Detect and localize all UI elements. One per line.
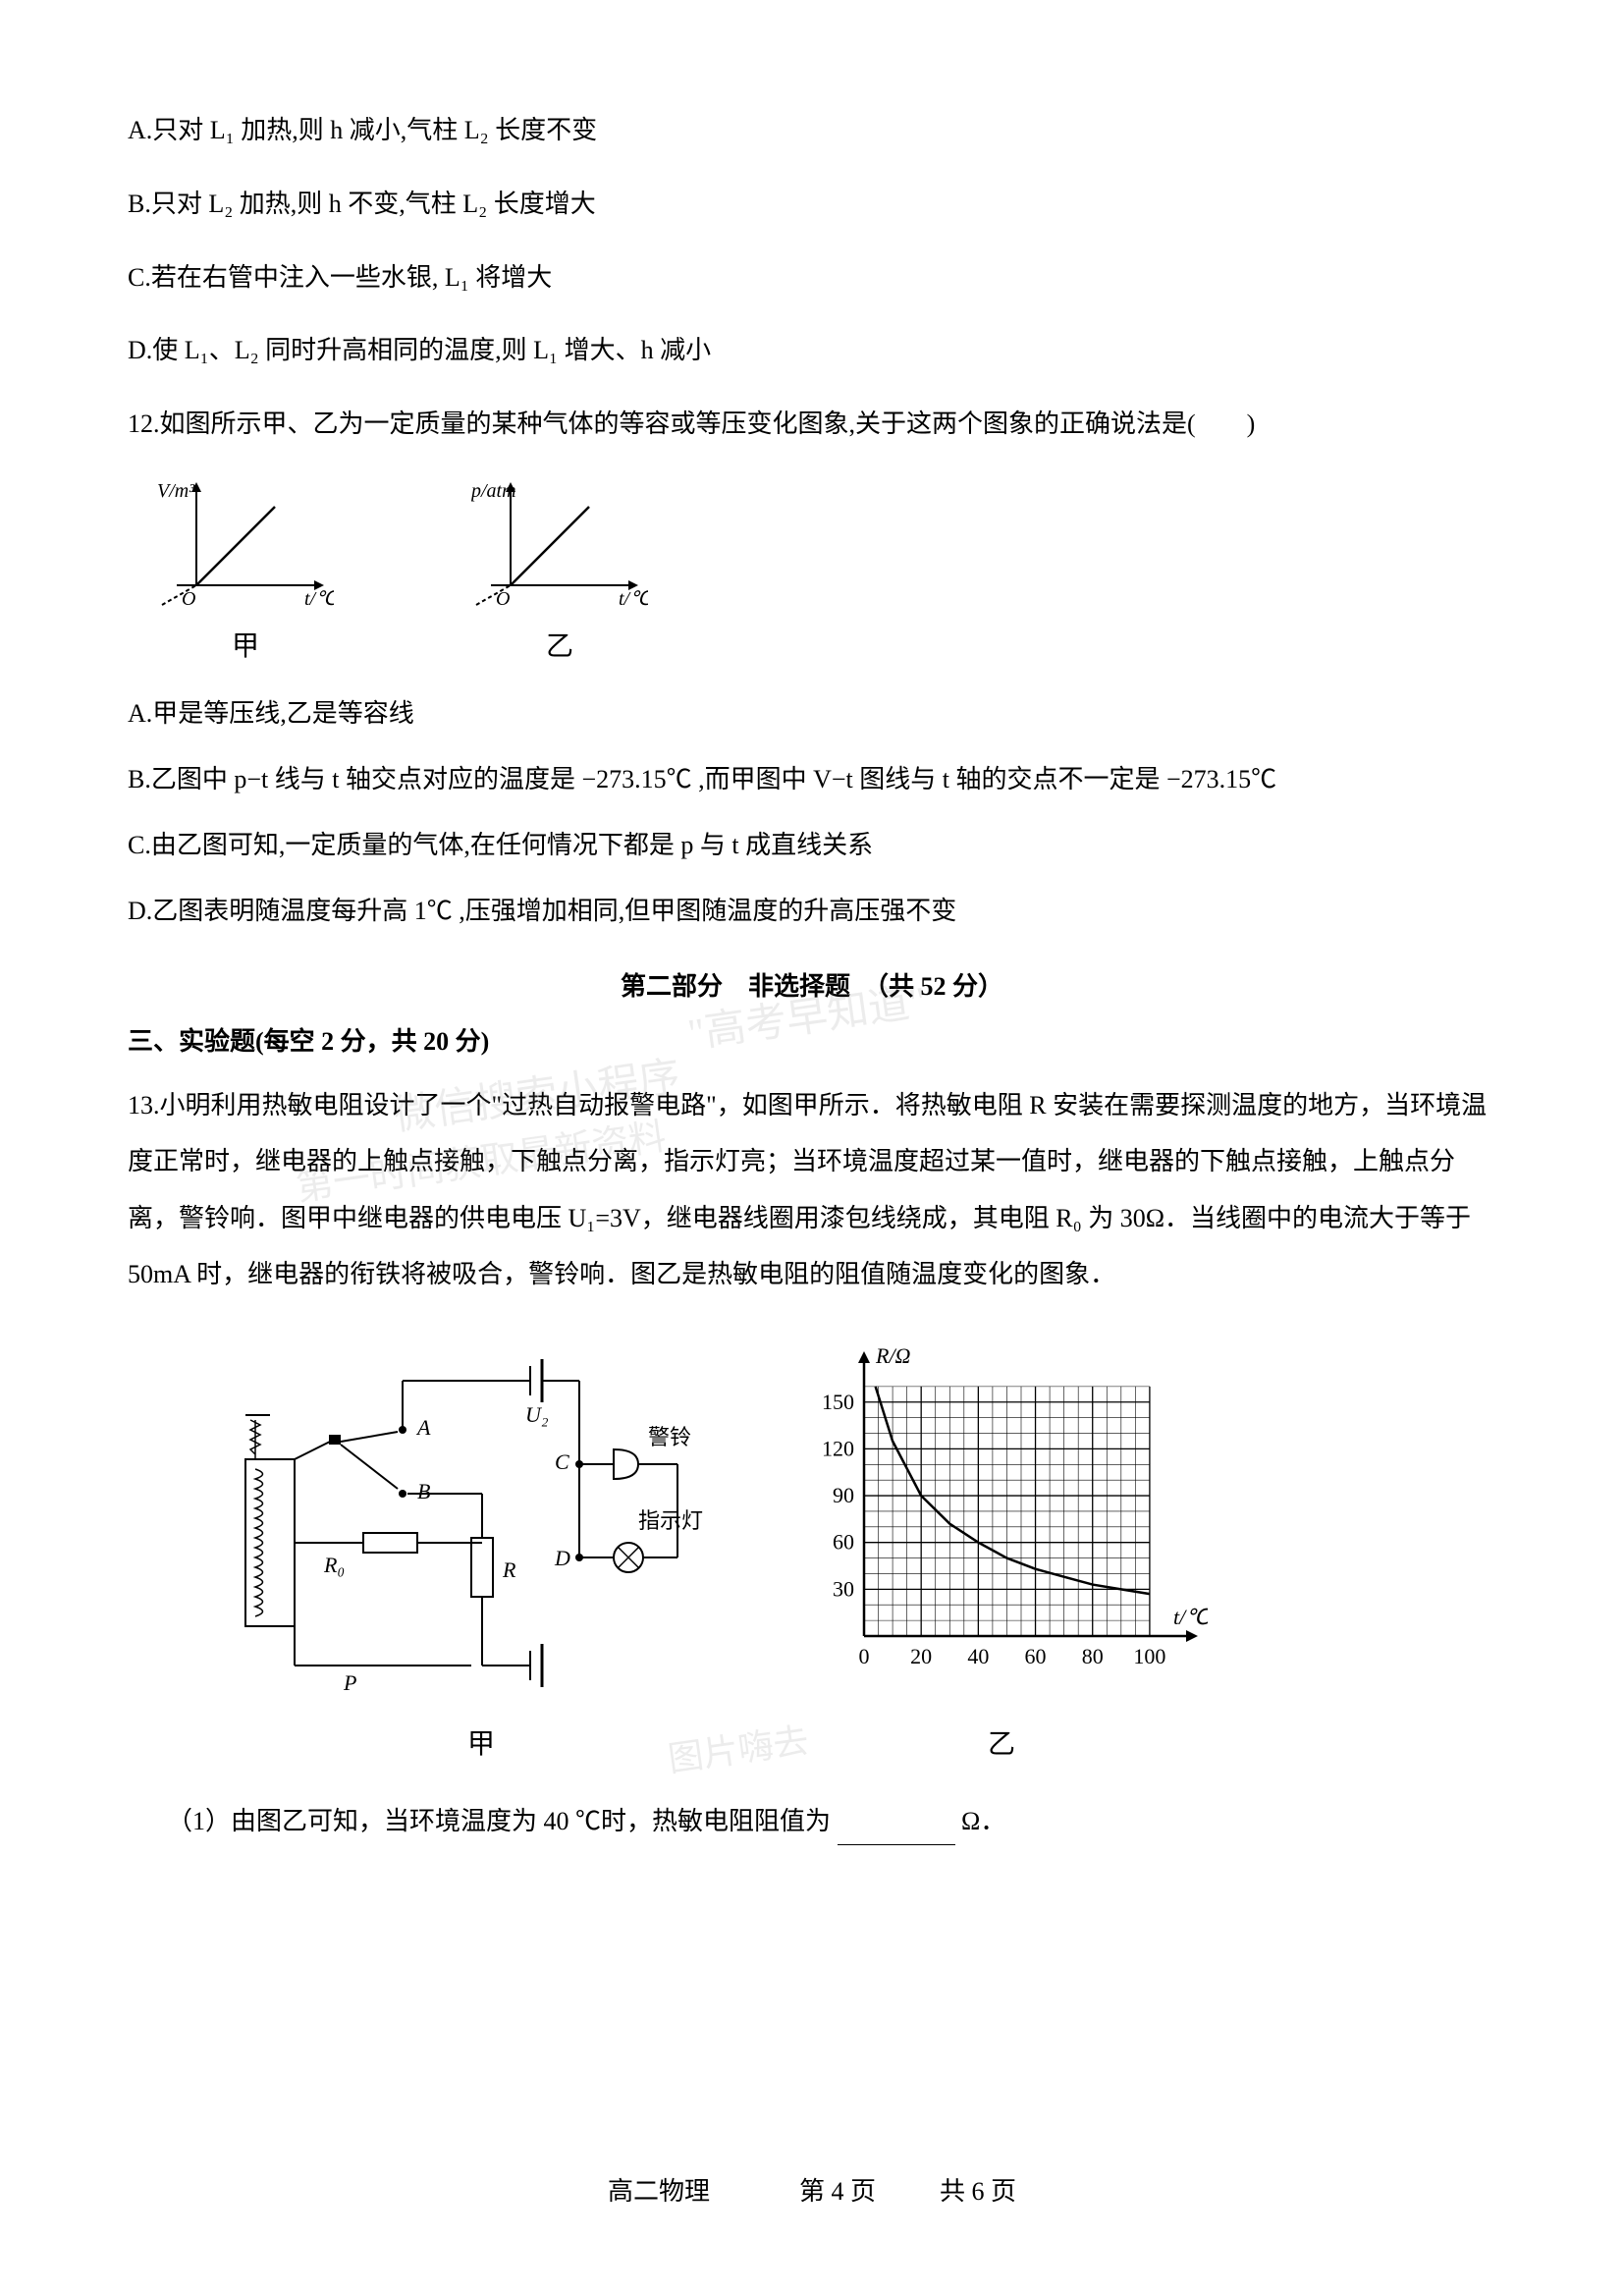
label-lamp: 指示灯 [638,1508,703,1533]
q12-diagrams: V/m³ t/℃ O 甲 p/atm t/℃ O 乙 [157,477,1496,672]
label-R: R [502,1557,516,1582]
pt-graph-icon: p/atm t/℃ O [471,477,648,615]
q12-option-b: B.乙图中 p−t 线与 t 轴交点对应的温度是 −273.15℃ ,而甲图中 … [128,757,1496,803]
svg-text:40: 40 [967,1644,989,1668]
fill-blank[interactable] [838,1815,955,1845]
option-d: D.使 L₁、L₂ 同时升高相同的温度,则 L₁ 增大、h 减小 [128,328,1496,374]
xlabel: t/℃ [304,588,334,610]
q13-sub1-suffix: Ω． [961,1807,1005,1835]
footer-page: 第 4 页 [799,2177,876,2206]
chart-label: 乙 [795,1720,1208,1770]
label-U1: U₁ [520,1690,544,1695]
svg-text:90: 90 [833,1483,854,1507]
label-D: D [554,1546,570,1570]
q13-figures: A B R₀ P R U₁ [226,1332,1496,1770]
option-a: A.只对 L₁ 加热,则 h 减小,气柱 L₂ 长度不变 [128,108,1496,154]
svg-text:20: 20 [910,1644,932,1668]
diagram-yi: p/atm t/℃ O 乙 [471,477,648,672]
label-C: C [555,1449,569,1474]
option-c: C.若在右管中注入一些水银, L₁ 将增大 [128,255,1496,301]
q13-sub1-prefix: （1）由图乙可知，当环境温度为 40 ℃时，热敏电阻阻值为 [167,1807,831,1835]
svg-text:120: 120 [822,1436,854,1460]
q12-option-d: D.乙图表明随温度每升高 1℃ ,压强增加相同,但甲图随温度的升高压强不变 [128,889,1496,935]
q12-option-a: A.甲是等压线,乙是等容线 [128,691,1496,737]
svg-text:60: 60 [1025,1644,1047,1668]
svg-text:30: 30 [833,1576,854,1601]
rt-chart-icon: 30 60 90 120 150 0 20 40 60 80 100 R/Ω t/℃ [795,1341,1208,1695]
page-footer: 高二物理 第 4 页 共 6 页 [0,2169,1624,2215]
vt-graph-icon: V/m³ t/℃ O [157,477,334,615]
svg-text:60: 60 [833,1530,854,1555]
svg-text:R/Ω: R/Ω [875,1343,911,1368]
label-A: A [415,1415,431,1440]
q13-stem: 13.小明利用热敏电阻设计了一个"过热自动报警电路"，如图甲所示．将热敏电阻 R… [128,1077,1496,1302]
ylabel: p/atm [471,480,516,502]
footer-subject: 高二物理 [608,2177,710,2206]
circuit-jia: A B R₀ P R U₁ [226,1332,736,1770]
label-B: B [417,1479,430,1503]
q13-sub1: （1）由图乙可知，当环境温度为 40 ℃时，热敏电阻阻值为 Ω． [167,1799,1496,1845]
xlabel: t/℃ [619,588,648,610]
q12-stem: 12.如图所示甲、乙为一定质量的某种气体的等容或等压变化图象,关于这两个图象的正… [128,402,1496,448]
label-P: P [343,1670,356,1695]
diagram-label-yi: 乙 [546,623,573,672]
svg-text:80: 80 [1082,1644,1104,1668]
svg-text:100: 100 [1133,1644,1165,1668]
origin: O [182,588,195,610]
section-2-title: 第二部分 非选择题 （共 52 分） [128,964,1496,1010]
svg-text:t/℃: t/℃ [1173,1605,1208,1629]
label-R0: R₀ [323,1553,345,1577]
footer-total: 共 6 页 [940,2177,1016,2206]
diagram-label-jia: 甲 [232,623,259,672]
circuit-label: 甲 [226,1720,736,1770]
option-b: B.只对 L₂ 加热,则 h 不变,气柱 L₂ 长度增大 [128,182,1496,228]
q12-option-c: C.由乙图可知,一定质量的气体,在任何情况下都是 p 与 t 成直线关系 [128,823,1496,869]
svg-text:150: 150 [822,1390,854,1414]
circuit-diagram-icon: A B R₀ P R U₁ [226,1332,736,1695]
section-3-sub: 三、实验题(每空 2 分，共 20 分) [128,1019,1496,1065]
label-bell: 警铃 [648,1425,691,1449]
ylabel: V/m³ [157,480,195,502]
chart-yi: 30 60 90 120 150 0 20 40 60 80 100 R/Ω t/℃ 乙 [795,1341,1208,1770]
label-U2: U₂ [525,1402,549,1427]
svg-text:0: 0 [859,1644,870,1668]
origin: O [496,588,510,610]
diagram-jia: V/m³ t/℃ O 甲 [157,477,334,672]
